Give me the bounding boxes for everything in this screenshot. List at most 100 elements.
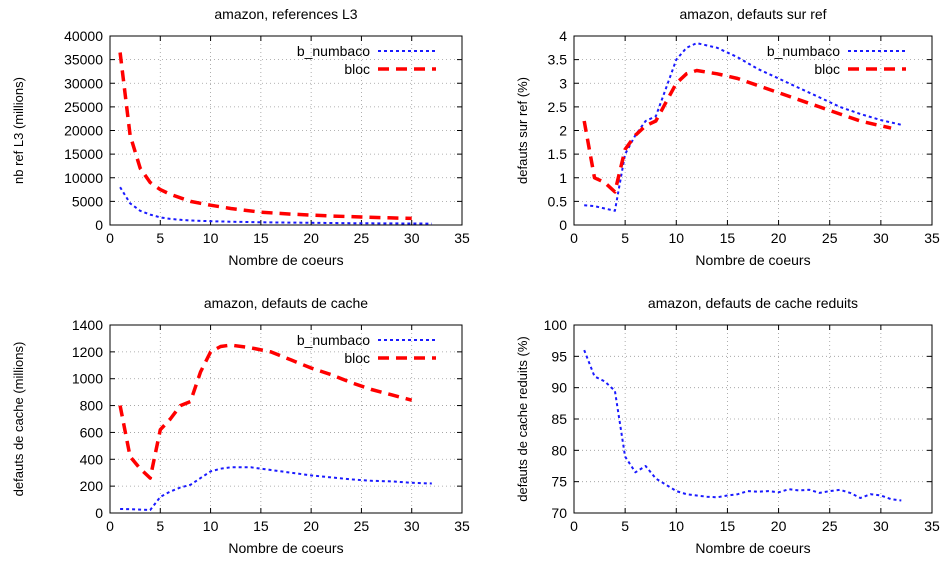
y-tick-label: 0 [559,217,567,233]
x-tick-label: 35 [454,230,470,246]
y-tick-label: 2 [559,123,567,139]
y-axis-label: nb ref L3 (millions) [11,77,26,184]
x-tick-label: 5 [156,518,164,534]
y-tick-label: 400 [80,451,104,467]
legend-label: bloc [344,61,370,77]
series-line-bloc [118,343,413,480]
y-tick-label: 35000 [64,52,103,68]
chart-panel-4: 0 5 10 15 20 25 30 35 70 75 80 85 90 95 100 amazon, def… [515,295,940,556]
series-group [118,343,432,511]
x-tick-label: 0 [570,230,578,246]
series-line-bloc [582,68,892,194]
y-tick-label: 1200 [72,344,103,360]
y-tick-label: 3 [559,75,567,91]
x-tick-label: 20 [771,518,787,534]
y-tick-label: 5000 [72,193,103,209]
legend-label: b_numbaco [297,332,370,348]
chart-title: amazon, defauts de cache reduits [648,295,858,311]
x-tick-label: 35 [924,518,940,534]
x-tick-label: 25 [822,518,838,534]
x-tick-label: 10 [668,230,684,246]
y-tick-label: 600 [80,424,104,440]
series-line-bloc [118,52,412,221]
x-tick-label: 5 [621,518,629,534]
y-tick-label: 75 [551,474,567,490]
series-line-b-numbaco [120,466,432,511]
x-tick-label: 0 [106,518,114,534]
y-tick-label: 90 [551,380,567,396]
x-tick-label: 25 [822,230,838,246]
chart-panel-3: 0 5 10 15 20 25 30 35 0 200 400 600 800 1000 1200 1400 a… [11,295,470,556]
y-tick-label: 25000 [64,99,103,115]
series-group [582,42,902,212]
x-tick-label: 30 [873,518,889,534]
x-tick-label: 20 [771,230,787,246]
x-tick-label: 15 [253,518,269,534]
y-axis-label: defauts sur ref (%) [515,77,530,184]
series-group [583,349,902,502]
chart-panel-2: 0 5 10 15 20 25 30 35 0 0.5 1 1.5 2 2.5 3 3.5 4 amazon, d… [515,6,940,268]
series-group [118,52,432,225]
plot-frame [573,35,933,226]
y-tick-label: 40000 [64,28,103,44]
chart-panel-1: 0 5 10 15 20 25 30 35 0 5000 10000 15000 20000 25000 3… [11,6,470,268]
chart-title: amazon, references L3 [214,6,357,22]
y-tick-label: 70 [551,505,567,521]
series-line-unnamed [583,349,902,502]
x-tick-label: 10 [203,518,219,534]
y-axis-label: defauts de cache (millions) [11,342,26,497]
plot-frame [109,324,463,514]
y-tick-label: 80 [551,442,567,458]
plot-frame [109,35,463,226]
y-tick-label: 100 [544,317,568,333]
y-tick-label: 20000 [64,123,103,139]
y-tick-label: 1 [559,170,567,186]
y-tick-label: 85 [551,411,567,427]
x-tick-label: 25 [354,230,370,246]
x-tick-label: 35 [454,518,470,534]
y-tick-label: 30000 [64,75,103,91]
chart-title: amazon, defauts sur ref [679,6,826,22]
x-tick-label: 10 [203,230,219,246]
x-tick-label: 0 [570,518,578,534]
chart-title: amazon, defauts de cache [204,295,368,311]
y-tick-label: 95 [551,348,567,364]
x-tick-label: 25 [354,518,370,534]
series-line-b-numbaco [584,42,902,212]
x-tick-label: 10 [668,518,684,534]
x-tick-label: 20 [303,518,319,534]
y-tick-label: 3.5 [548,52,568,68]
y-tick-label: 0 [95,217,103,233]
y-tick-label: 4 [559,28,567,44]
x-tick-label: 0 [106,230,114,246]
plot-frame [573,324,933,514]
x-tick-label: 15 [720,518,736,534]
x-tick-label: 15 [253,230,269,246]
y-tick-label: 800 [80,398,104,414]
x-tick-label: 15 [720,230,736,246]
x-axis-label: Nombre de coeurs [695,252,810,268]
y-tick-label: 15000 [64,146,103,162]
y-axis-label: defauts de cache reduits (%) [515,336,530,501]
x-tick-label: 30 [404,230,420,246]
y-tick-label: 200 [80,478,104,494]
series-line-b-numbaco [119,186,432,225]
y-tick-label: 2.5 [548,99,568,115]
x-tick-label: 5 [156,230,164,246]
x-tick-label: 35 [924,230,940,246]
y-tick-label: 1400 [72,317,103,333]
x-axis-label: Nombre de coeurs [228,252,343,268]
legend-label: bloc [814,61,840,77]
y-tick-label: 0 [95,505,103,521]
x-tick-label: 5 [621,230,629,246]
y-tick-label: 1.5 [548,146,568,162]
legend-label: bloc [344,350,370,366]
x-axis-label: Nombre de coeurs [228,540,343,556]
x-axis-label: Nombre de coeurs [695,540,810,556]
legend-label: b_numbaco [297,43,370,59]
x-tick-label: 30 [404,518,420,534]
